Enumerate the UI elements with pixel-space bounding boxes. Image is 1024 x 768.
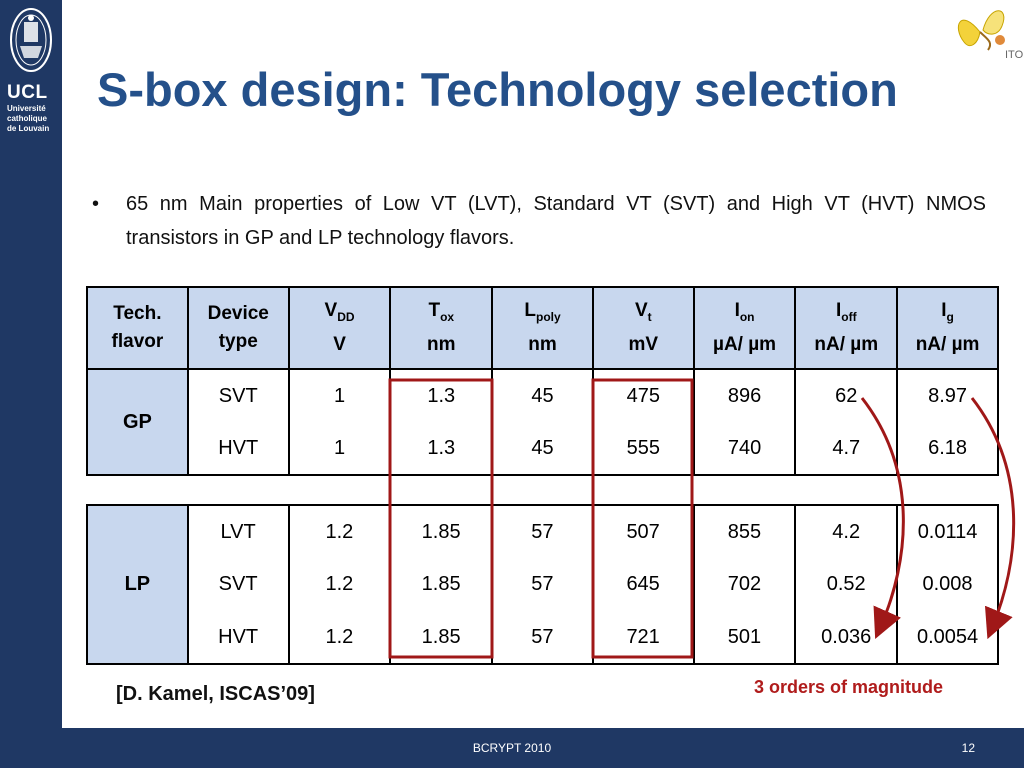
table-cell: 0.036 — [794, 611, 899, 665]
table-cell: 1.3 — [389, 422, 494, 476]
page-number: 12 — [961, 741, 975, 755]
table-cell: HVT — [186, 422, 290, 476]
table-cell: 475 — [591, 368, 695, 422]
col-header-lpoly: Lpoly nm — [491, 286, 594, 370]
table-cell: 645 — [591, 558, 695, 611]
table-cell: 0.52 — [794, 558, 899, 611]
table-cell: 721 — [591, 611, 695, 665]
bullet-text: 65 nm Main properties of Low VT (LVT), S… — [126, 193, 986, 249]
table-cell: 1 — [287, 368, 392, 422]
university-line-3: de Louvain — [7, 124, 50, 133]
flavor-gp-cell: GP — [86, 368, 189, 476]
table-row: SVT 1.2 1.85 57 645 702 0.52 0.008 — [87, 558, 999, 611]
table-cell: 45 — [491, 422, 594, 476]
university-sidebar: UCL Université catholique de Louvain — [0, 0, 62, 768]
table-row: HVT 1 1.3 45 555 740 4.7 6.18 — [87, 422, 999, 476]
ucl-label: UCL — [7, 82, 48, 103]
table-row: HVT 1.2 1.85 57 721 501 0.036 0.0054 — [87, 611, 999, 665]
table-cell: SVT — [186, 558, 290, 611]
col-header-ioff: Ioff nA/ µm — [794, 286, 899, 370]
table-cell: 57 — [491, 611, 594, 665]
table-cell: 0.0054 — [896, 611, 999, 665]
university-name: UCL Université catholique de Louvain — [0, 82, 62, 134]
bullet-icon: • — [92, 193, 100, 215]
table-cell: HVT — [186, 611, 290, 665]
col-header-vt: Vt mV — [591, 286, 695, 370]
table-cell: 1.85 — [389, 558, 494, 611]
university-line-2: catholique — [7, 114, 48, 123]
table-cell: 62 — [794, 368, 899, 422]
table-cell: 45 — [491, 368, 594, 422]
table-cell: 8.97 — [896, 368, 999, 422]
table-header-row: Tech. flavor Device type VDD V Tox nm Lpoly n… — [86, 286, 999, 370]
table-cell: 507 — [591, 504, 695, 558]
table-cell: 740 — [692, 422, 797, 476]
footer-bar: BCRYPT 2010 12 — [0, 728, 1024, 768]
table-cell: 4.7 — [794, 422, 899, 476]
table-cell: 57 — [491, 504, 594, 558]
table-cell: 555 — [591, 422, 695, 476]
table-cell: 6.18 — [896, 422, 999, 476]
footer-event: BCRYPT 2010 — [472, 741, 552, 755]
table-cell: 1 — [287, 422, 392, 476]
table-cell: 1.85 — [389, 611, 494, 665]
butterfly-logo-icon: ITO — [957, 10, 1024, 61]
table-cell: 702 — [692, 558, 797, 611]
col-header-tech-flavor: Tech. flavor — [86, 286, 189, 370]
col-header-tox: Tox nm — [389, 286, 494, 370]
table-cell: 855 — [692, 504, 797, 558]
flavor-lp-cell: LP — [86, 504, 189, 665]
table-cell: 4.2 — [794, 504, 899, 558]
university-crest-icon — [10, 8, 52, 72]
table-cell: 57 — [491, 558, 594, 611]
table-cell: LVT — [186, 504, 290, 558]
logo-text: ITO — [1005, 49, 1024, 61]
col-header-device-type: Device type — [186, 286, 290, 370]
table-cell: 1.3 — [389, 368, 494, 422]
col-header-ion: Ion µA/ µm — [692, 286, 797, 370]
table-cell: 0.0114 — [896, 504, 999, 558]
table-cell: 1.2 — [287, 504, 392, 558]
col-header-vdd: VDD V — [287, 286, 392, 370]
table-cell: SVT — [186, 368, 290, 422]
citation: [D. Kamel, ISCAS’09] — [116, 683, 315, 705]
magnitude-note: 3 orders of magnitude — [754, 677, 944, 697]
col-header-ig: Ig nA/ µm — [896, 286, 999, 370]
table-row: GP SVT 1 1.3 45 475 896 62 8.97 — [86, 368, 999, 476]
table-cell: 0.008 — [896, 558, 999, 611]
university-line-1: Université — [7, 104, 46, 113]
table-cell: 896 — [692, 368, 797, 422]
table-cell: 501 — [692, 611, 797, 665]
table-row: LP LVT 1.2 1.85 57 507 855 4.2 0.0114 — [86, 504, 999, 665]
table-cell: 1.85 — [389, 504, 494, 558]
lp-table: LP LVT 1.2 1.85 57 507 855 4.2 0.0114 SV… — [86, 504, 999, 665]
table-cell: 1.2 — [287, 558, 392, 611]
table-cell: 1.2 — [287, 611, 392, 665]
gp-table: Tech. flavor Device type VDD V Tox nm Lpoly n… — [86, 286, 999, 476]
slide-title: S-box design: Technology selection — [97, 63, 898, 116]
